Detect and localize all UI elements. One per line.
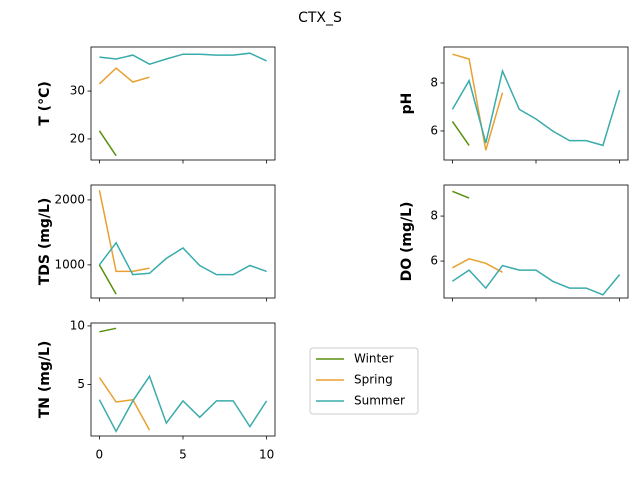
y-tick-label: 1000 [54, 257, 85, 271]
figure-title: CTX_S [298, 10, 342, 26]
series-line [99, 327, 117, 333]
x-tick-label: 0 [96, 448, 104, 462]
series-line [98, 190, 150, 273]
legend-label: Spring [354, 373, 393, 387]
axes-frame [443, 184, 629, 299]
y-axis-label: pH [399, 93, 415, 115]
series-line [99, 52, 267, 66]
series-line [98, 130, 117, 157]
legend-frame [309, 347, 419, 415]
series-line [451, 120, 470, 146]
legend-label: Summer [354, 394, 405, 408]
series-line [451, 68, 621, 147]
y-axis-label: T (°C) [37, 81, 53, 126]
series-line [98, 264, 117, 295]
y-axis-label: DO (mg/L) [399, 202, 415, 282]
y-tick-label: 8 [430, 75, 438, 89]
series-line [452, 190, 470, 199]
y-tick-label: 30 [70, 84, 85, 98]
x-tick-label: 5 [179, 448, 187, 462]
y-tick-label: 5 [77, 377, 85, 391]
legend-label: Winter [354, 352, 394, 366]
x-tick-label: 10 [259, 448, 274, 462]
y-tick-label: 2000 [54, 192, 85, 206]
y-tick-label: 10 [70, 318, 85, 332]
axes-frame [90, 46, 276, 161]
axes-frame [443, 46, 629, 161]
series-line [451, 264, 621, 296]
y-tick-label: 20 [70, 131, 85, 145]
series-line [452, 53, 504, 151]
y-tick-label: 8 [430, 209, 438, 223]
series-line [452, 257, 503, 273]
y-axis-label: TN (mg/L) [37, 341, 53, 419]
y-tick-label: 6 [430, 254, 438, 268]
series-line [98, 241, 267, 276]
y-tick-label: 6 [430, 123, 438, 137]
series-line [98, 67, 150, 85]
axes-frame [90, 184, 276, 299]
series-line [98, 374, 268, 433]
series-line [98, 377, 151, 431]
axes-frame [90, 322, 276, 437]
y-axis-label: TDS (mg/L) [37, 198, 53, 286]
